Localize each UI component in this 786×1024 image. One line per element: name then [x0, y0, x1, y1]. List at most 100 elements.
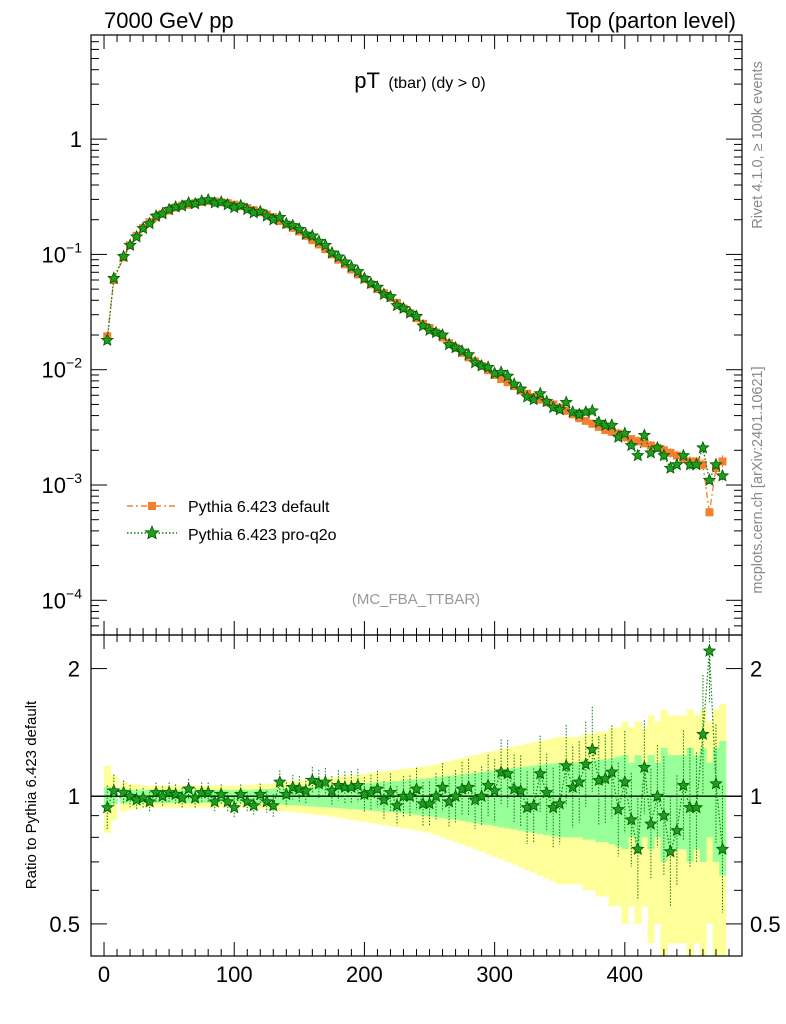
header-right: Top (parton level) [566, 8, 736, 33]
ratio-point [494, 765, 508, 778]
main-title: pT (tbar) (dy > 0) [354, 68, 486, 93]
ratio-point [585, 742, 600, 756]
ratio-point [403, 789, 417, 802]
ratio-band-inner [706, 762, 714, 838]
main-ytick-label: 1 [70, 127, 82, 152]
ratio-point [500, 766, 515, 780]
pro-q2o-point [201, 192, 215, 206]
main-title-sub: (tbar) (dy > 0) [388, 75, 485, 92]
default-series-line [106, 200, 723, 513]
pro-q2o-point [455, 344, 469, 357]
ratio-ytick-label-right: 2 [750, 657, 762, 682]
default-point [497, 375, 506, 384]
default-point [640, 439, 649, 448]
ratio-xtick-label: 0 [98, 962, 110, 987]
ratio-band-inner [680, 755, 688, 850]
pro-q2o-point [461, 347, 476, 361]
main-ytick-exponent: −4 [66, 585, 82, 601]
ratio-point [246, 798, 261, 812]
pro-q2o-point [670, 457, 684, 471]
ratio-point [624, 812, 638, 826]
pro-q2o-point [312, 234, 326, 247]
legend: Pythia 6.423 default Pythia 6.423 pro-q2… [127, 499, 337, 544]
ratio-point [514, 783, 528, 797]
default-point [646, 441, 655, 450]
pro-q2o-point [507, 377, 521, 390]
pro-q2o-point [618, 426, 632, 440]
ratio-ytick-label-left: 1 [68, 784, 80, 809]
ratio-point [279, 787, 293, 801]
main-ytick-base: 10 [42, 358, 66, 383]
pro-q2o-point [442, 337, 456, 351]
ratio-point [572, 775, 587, 788]
ratio-point [461, 780, 476, 793]
ratio-point [383, 785, 398, 799]
pro-q2o-point [715, 468, 730, 482]
ratio-point [605, 765, 619, 778]
ratio-point [175, 791, 189, 804]
pro-q2o-point [383, 289, 398, 303]
ratio-point [273, 775, 287, 788]
pro-q2o-point [107, 271, 121, 285]
ratio-point [123, 789, 137, 802]
main-ytick-exponent: −2 [66, 355, 82, 371]
ratio-ytick-label-right: 0.5 [750, 912, 781, 937]
pro-q2o-point [390, 298, 404, 312]
ratio-point [429, 789, 443, 802]
ratio-band-inner [510, 768, 518, 830]
pro-q2o-point [396, 301, 411, 315]
ratio-point [292, 781, 306, 795]
ratio-xtick-label: 400 [606, 962, 643, 987]
ratio-band-inner [595, 759, 603, 842]
ratio-band-inner [673, 755, 681, 850]
ratio-point [351, 778, 365, 792]
pro-q2o-point [305, 228, 319, 242]
ratio-point [116, 785, 131, 799]
ratio-point [676, 778, 691, 792]
ratio-point [709, 776, 723, 790]
pro-q2o-point [552, 402, 567, 416]
ratio-band-inner [667, 755, 675, 850]
ratio-point [689, 800, 704, 814]
pro-q2o-point [351, 264, 365, 278]
ratio-point [644, 816, 658, 830]
ratio-point [370, 781, 385, 795]
ratio-band-inner [575, 762, 584, 838]
ratio-point [657, 808, 671, 822]
ratio-band-inner [569, 762, 577, 838]
default-point [705, 508, 714, 517]
pro-q2o-point [181, 195, 196, 209]
ratio-point [598, 771, 612, 785]
ratio-point [552, 796, 567, 810]
pro-q2o-point [631, 448, 645, 462]
ratio-band-inner [615, 756, 623, 847]
ratio-x-axis: 0 100 200 300 400 [98, 635, 730, 987]
ratio-point [702, 643, 717, 657]
pro-q2o-point [514, 381, 528, 395]
pro-q2o-point [500, 369, 515, 382]
ratio-point [540, 785, 554, 799]
ratio-point [221, 794, 235, 808]
pro-q2o-point [273, 210, 287, 223]
legend-entry-default: Pythia 6.423 default [127, 499, 330, 516]
main-ytick-label: 10−1 [42, 239, 83, 267]
ratio-ylabel: Ratio to Pythia 6.423 default [23, 700, 40, 889]
pro-q2o-point [377, 287, 391, 301]
main-panel: pT (tbar) (dy > 0) (MC_FBA_TTBAR) 110−11… [42, 34, 743, 636]
pro-q2o-point [448, 340, 463, 354]
ratio-point [637, 760, 652, 774]
pro-q2o-point [696, 440, 710, 454]
ratio-point [448, 789, 463, 802]
pro-q2o-point [318, 238, 333, 251]
pro-q2o-point [123, 238, 137, 251]
legend-label-pro-q2o: Pythia 6.423 pro-q2o [188, 527, 337, 544]
ratio-band-inner [641, 762, 649, 838]
ratio-point [390, 798, 404, 812]
default-point [718, 457, 727, 466]
default-point [620, 433, 629, 442]
main-ytick-exponent: −1 [66, 239, 82, 255]
ratio-point [579, 757, 593, 770]
pro-q2o-point [409, 309, 424, 323]
ratio-point [233, 787, 248, 801]
